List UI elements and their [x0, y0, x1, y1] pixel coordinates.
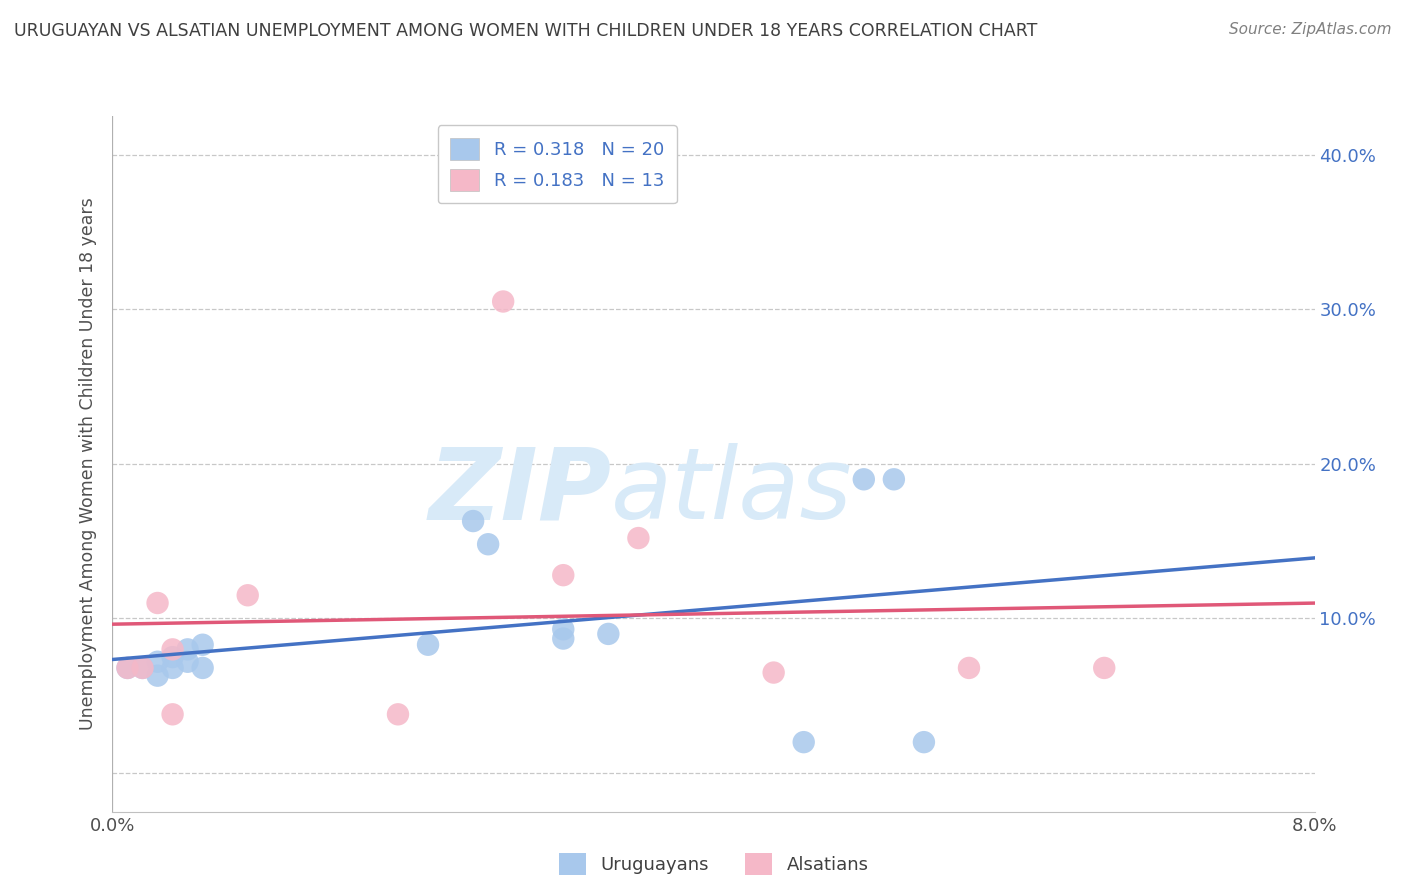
Point [236, 588, 259, 602]
Point [553, 568, 575, 582]
Text: URUGUAYAN VS ALSATIAN UNEMPLOYMENT AMONG WOMEN WITH CHILDREN UNDER 18 YEARS CORR: URUGUAYAN VS ALSATIAN UNEMPLOYMENT AMONG… [14, 22, 1038, 40]
Text: Source: ZipAtlas.com: Source: ZipAtlas.com [1229, 22, 1392, 37]
Text: ZIP: ZIP [429, 443, 612, 541]
Point [1092, 661, 1115, 675]
Point [492, 294, 515, 309]
Point [131, 661, 153, 675]
Legend: Uruguayans, Alsatians: Uruguayans, Alsatians [551, 847, 876, 883]
Point [162, 707, 184, 722]
Point [131, 661, 153, 675]
Point [627, 531, 650, 545]
Point [146, 596, 169, 610]
Point [461, 514, 484, 528]
Point [957, 661, 980, 675]
Point [387, 707, 409, 722]
Point [146, 655, 169, 669]
Point [176, 642, 198, 657]
Text: atlas: atlas [612, 443, 853, 541]
Point [117, 661, 139, 675]
Point [793, 735, 815, 749]
Point [162, 642, 184, 657]
Point [852, 472, 875, 486]
Point [146, 668, 169, 682]
Point [553, 622, 575, 636]
Point [762, 665, 785, 680]
Point [553, 632, 575, 646]
Point [162, 661, 184, 675]
Point [176, 655, 198, 669]
Point [162, 650, 184, 665]
Point [191, 661, 214, 675]
Point [117, 661, 139, 675]
Point [598, 627, 620, 641]
Point [912, 735, 935, 749]
Y-axis label: Unemployment Among Women with Children Under 18 years: Unemployment Among Women with Children U… [79, 197, 97, 731]
Point [191, 638, 214, 652]
Point [477, 537, 499, 551]
Point [883, 472, 905, 486]
Point [416, 638, 439, 652]
